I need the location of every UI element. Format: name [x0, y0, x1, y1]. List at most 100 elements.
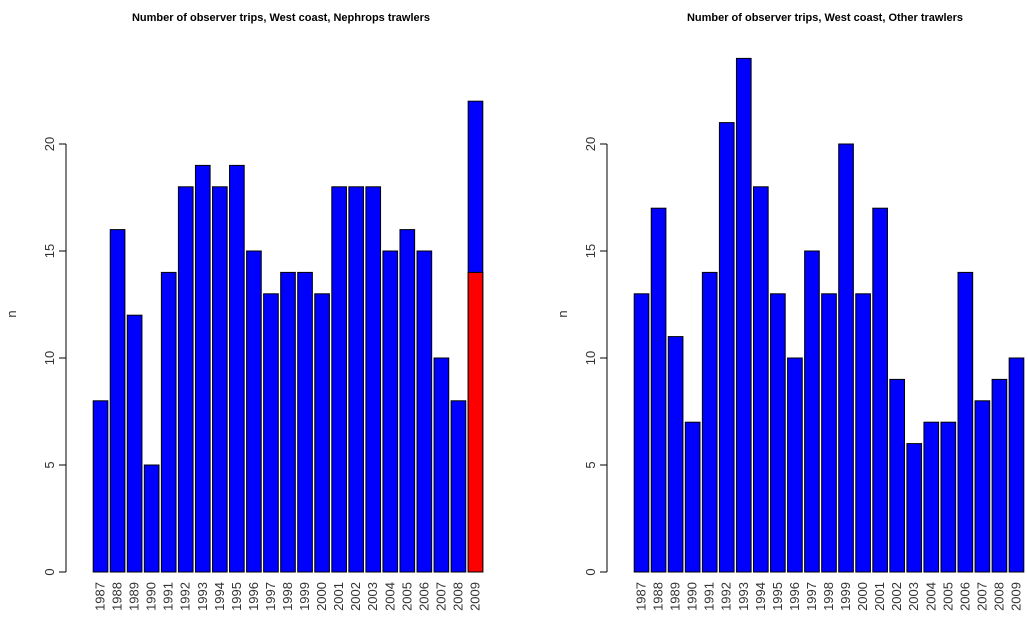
bar-2007 — [974, 400, 991, 573]
x-tick-label-2009: 2009 — [1008, 582, 1023, 611]
y-tick-label: 10 — [583, 351, 598, 365]
x-tick-label-1998: 1998 — [280, 582, 295, 611]
x-tick-label-2001: 2001 — [331, 582, 346, 611]
x-tick-label-2008: 2008 — [450, 582, 465, 611]
x-tick-label-2005: 2005 — [940, 582, 955, 611]
x-tick-label-1998: 1998 — [821, 582, 836, 611]
bar-1987 — [92, 400, 109, 573]
bar-1995 — [770, 293, 786, 573]
y-tick-label: 0 — [583, 568, 598, 575]
x-tick-labels: 1987 1988 1989 1990 1991 1992 1993 1994 1995 1996… — [634, 582, 1024, 611]
x-tick-label-2004: 2004 — [382, 582, 397, 611]
bar-1998 — [280, 271, 296, 573]
x-tick-label-1999: 1999 — [297, 582, 312, 611]
x-tick-label-1991: 1991 — [702, 582, 717, 611]
x-tick-label-1992: 1992 — [719, 582, 734, 611]
bar-2000 — [314, 293, 330, 573]
bar-1994 — [212, 186, 228, 573]
bar-1987 — [633, 293, 650, 573]
x-tick-label-1992: 1992 — [178, 582, 193, 611]
bar-2009 — [1008, 357, 1025, 573]
x-tick-label-1993: 1993 — [736, 582, 751, 611]
x-tick-label-2009: 2009 — [467, 582, 482, 611]
bar-2002 — [889, 378, 906, 573]
x-tick-label-2003: 2003 — [906, 582, 921, 611]
bar-1989 — [667, 336, 684, 573]
x-tick-label-1988: 1988 — [110, 582, 125, 611]
chart-title: Number of observer trips, West coast, Ot… — [687, 12, 963, 24]
x-tick-label-1991: 1991 — [161, 582, 176, 611]
bar-1991 — [701, 271, 718, 573]
x-tick-label-1989: 1989 — [668, 582, 683, 611]
bar-2006 — [957, 271, 974, 573]
bar-2008 — [991, 378, 1008, 573]
x-tick-label-2000: 2000 — [314, 582, 329, 611]
bar-1997 — [263, 293, 279, 573]
x-tick-label-2007: 2007 — [433, 582, 448, 611]
bar-1989 — [126, 314, 143, 573]
bar-1997 — [804, 250, 820, 573]
bar-1991 — [160, 271, 177, 573]
bar-1998 — [821, 293, 837, 573]
bar-1995 — [229, 164, 245, 573]
bar-1996 — [246, 250, 262, 573]
bar-2001 — [872, 207, 888, 573]
y-tick-label: 20 — [583, 137, 598, 151]
bars — [92, 100, 484, 573]
bar-2001 — [331, 186, 347, 573]
x-tick-label-1997: 1997 — [263, 582, 278, 611]
bar-1988 — [109, 229, 126, 573]
bar-1994 — [753, 186, 769, 573]
bar-1999 — [297, 271, 313, 573]
x-tick-label-2006: 2006 — [416, 582, 431, 611]
y-tick-label: 0 — [42, 568, 57, 575]
chart-nephrops-trawlers: Number of observer trips, West coast, Ne… — [4, 12, 484, 611]
y-tick-label: 5 — [42, 461, 57, 468]
x-tick-label-1988: 1988 — [651, 582, 666, 611]
bar-1993 — [735, 57, 752, 573]
bar-2005 — [940, 421, 957, 573]
y-axis: 0 5 10 15 20 — [42, 137, 67, 576]
y-axis-label: n — [4, 310, 19, 317]
bar-2008 — [450, 400, 467, 573]
chart-other-trawlers: Number of observer trips, West coast, Ot… — [555, 12, 1025, 611]
x-tick-label-1994: 1994 — [212, 582, 227, 611]
y-tick-label: 15 — [42, 244, 57, 258]
bar-1992 — [718, 122, 735, 573]
bars — [633, 57, 1025, 573]
x-tick-label-1997: 1997 — [804, 582, 819, 611]
x-tick-label-2005: 2005 — [399, 582, 414, 611]
bar-1988 — [650, 207, 667, 573]
bar-2003 — [365, 186, 382, 573]
bar-2004 — [923, 421, 940, 573]
bar-2005 — [399, 229, 416, 573]
x-tick-label-1989: 1989 — [127, 582, 142, 611]
x-tick-label-2003: 2003 — [365, 582, 380, 611]
bar-2006 — [416, 250, 433, 573]
bar-1993 — [194, 164, 211, 573]
x-tick-label-1996: 1996 — [787, 582, 802, 611]
chart-title: Number of observer trips, West coast, Ne… — [132, 12, 430, 24]
x-tick-label-1990: 1990 — [144, 582, 159, 611]
bar-2004 — [382, 250, 399, 573]
bar-1999 — [838, 143, 854, 573]
y-axis-label: n — [555, 310, 570, 317]
bar-2007 — [433, 357, 450, 573]
bar-1996 — [787, 357, 803, 573]
x-tick-label-2006: 2006 — [957, 582, 972, 611]
x-tick-label-2002: 2002 — [348, 582, 363, 611]
bar-2003 — [906, 443, 923, 573]
bar-1990 — [143, 464, 160, 573]
x-tick-label-1999: 1999 — [838, 582, 853, 611]
x-tick-label-1996: 1996 — [246, 582, 261, 611]
bar-1990 — [684, 421, 701, 573]
x-tick-label-1993: 1993 — [195, 582, 210, 611]
y-tick-label: 5 — [583, 461, 598, 468]
x-tick-label-2008: 2008 — [991, 582, 1006, 611]
bar-highlight-2009 — [467, 271, 484, 573]
y-tick-label: 15 — [583, 244, 598, 258]
x-tick-label-2004: 2004 — [923, 582, 938, 611]
x-tick-label-1995: 1995 — [229, 582, 244, 611]
